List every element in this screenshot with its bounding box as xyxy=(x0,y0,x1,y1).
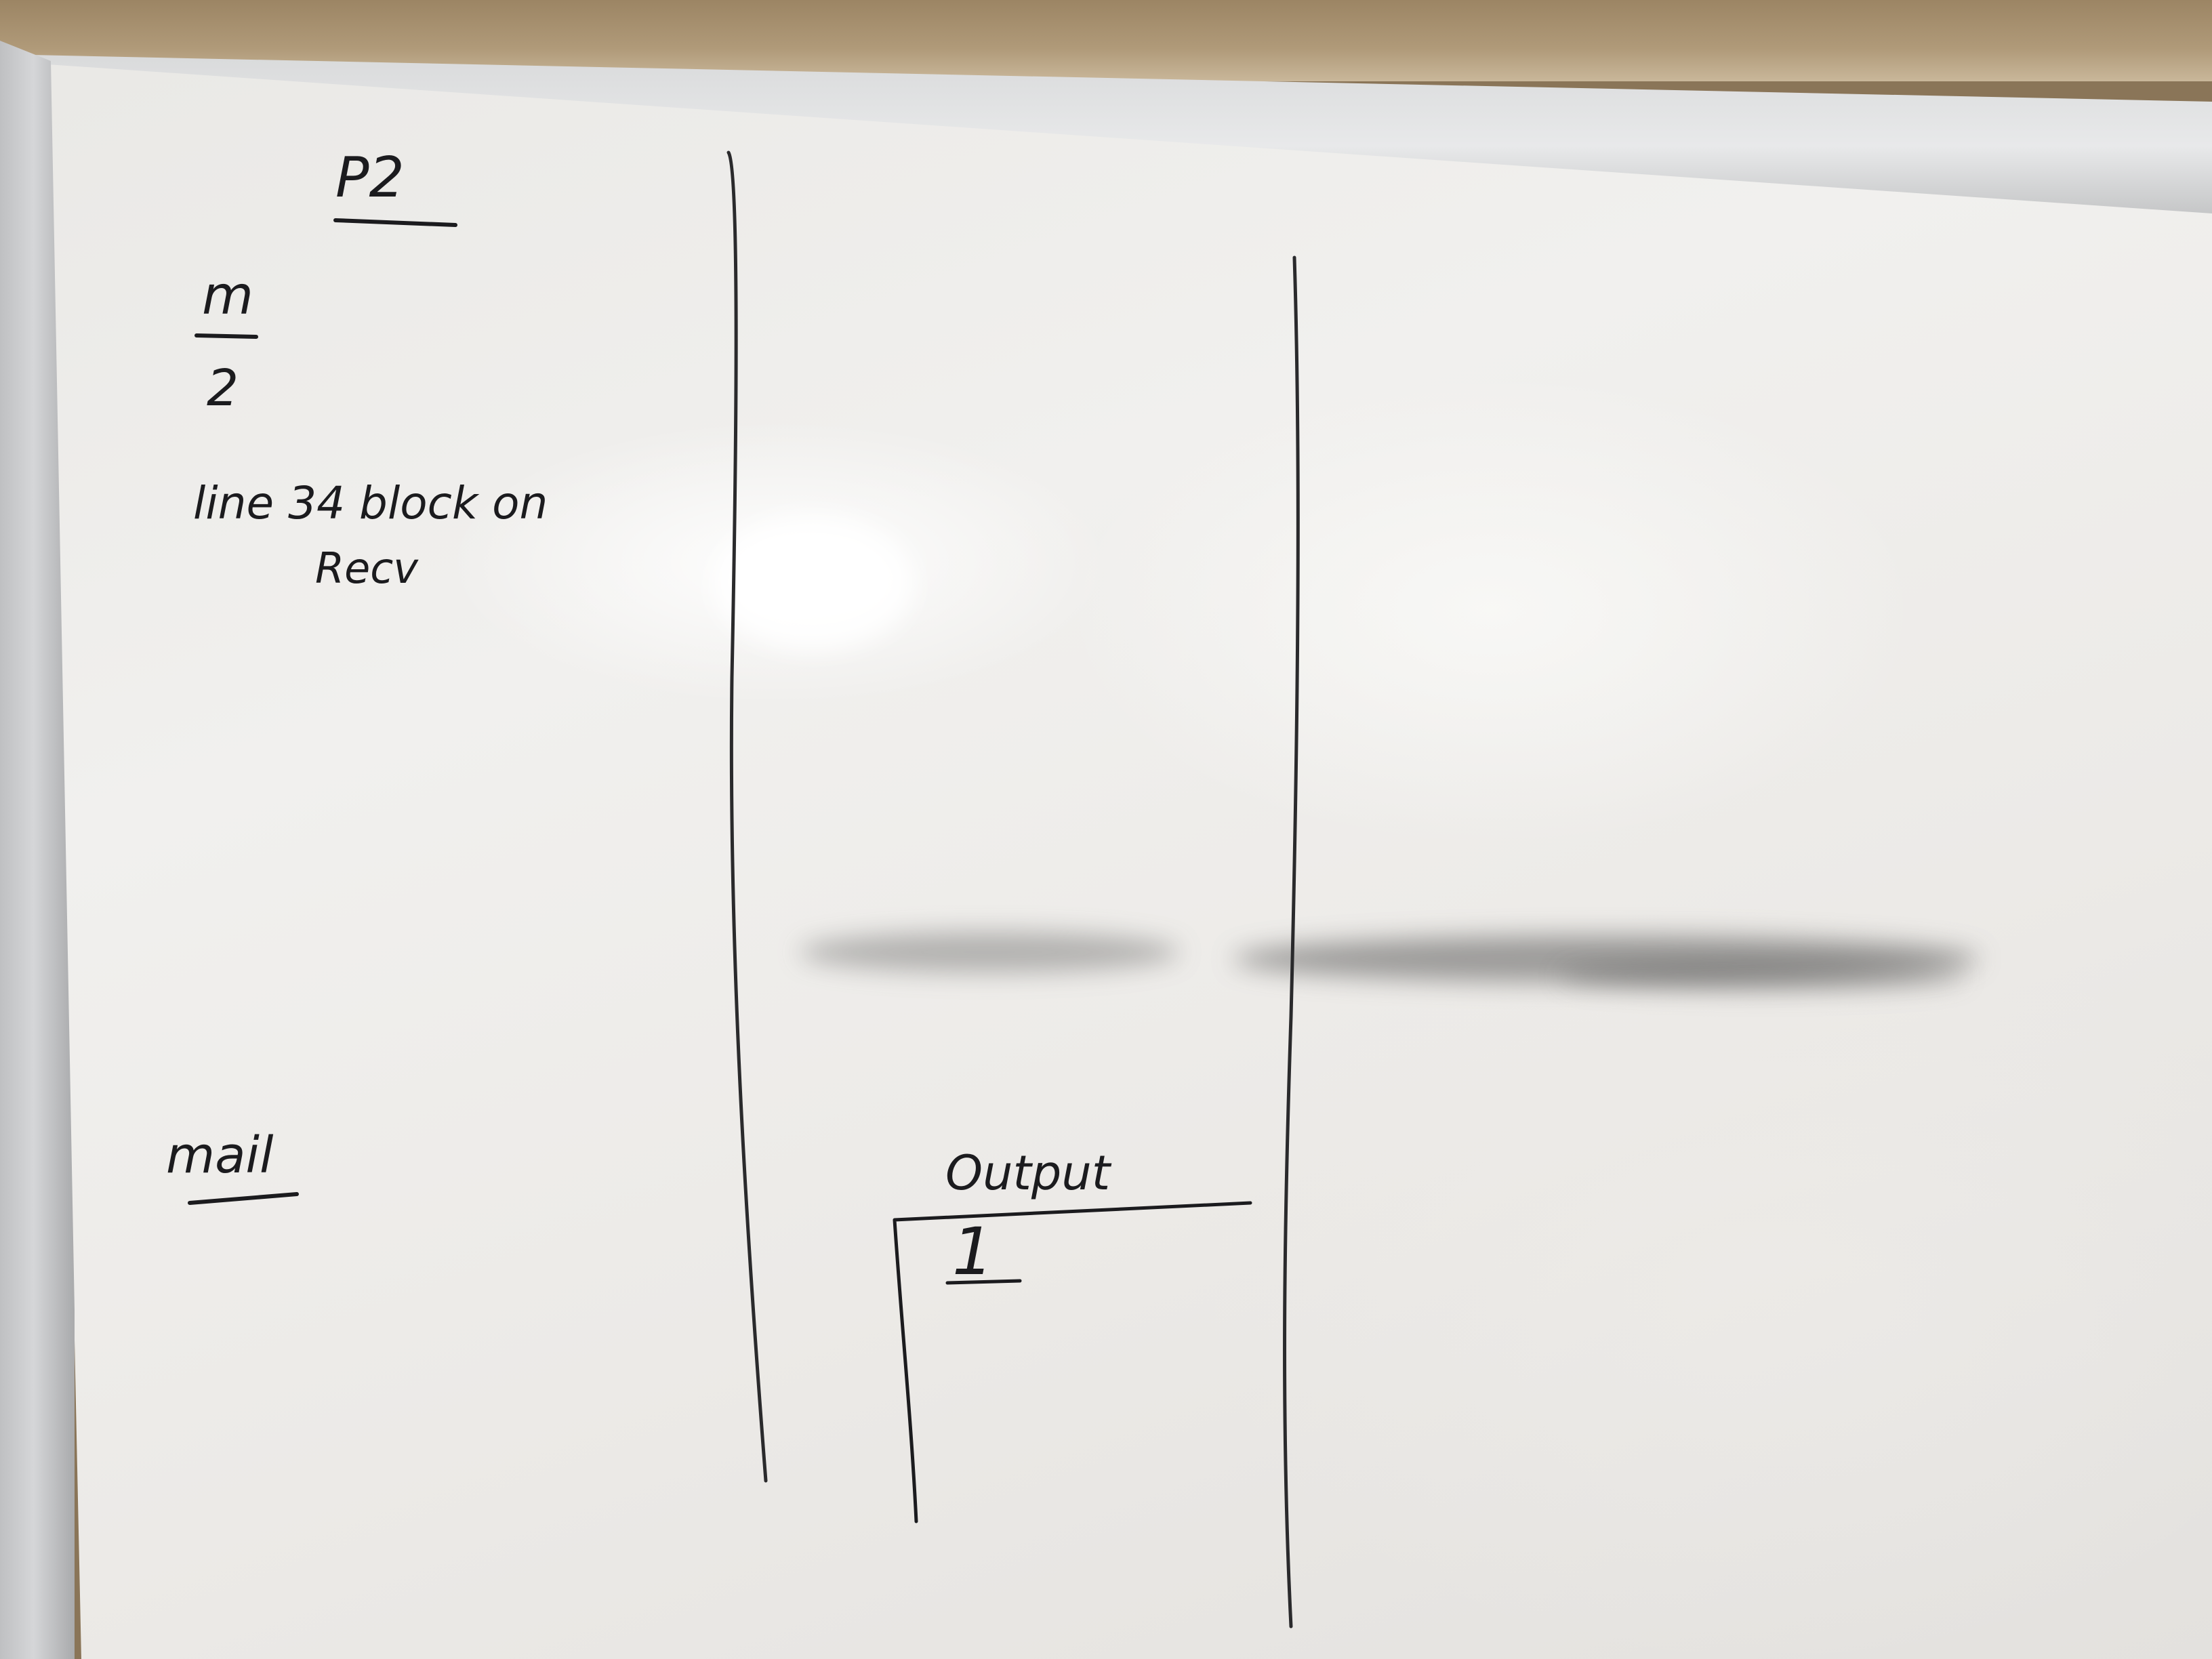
column-divider-left xyxy=(726,150,768,1483)
column-divider-right xyxy=(1283,255,1300,1629)
mail-underline xyxy=(188,1192,299,1205)
eraser-smudge xyxy=(800,932,1179,972)
output-value-underline xyxy=(945,1279,1022,1285)
output-box-outline xyxy=(893,1201,1252,1523)
output-label: Output xyxy=(945,1145,1112,1201)
mail-label: mail xyxy=(166,1126,274,1185)
fraction-denominator: 2 xyxy=(207,359,239,417)
fraction-bar xyxy=(194,333,258,339)
eraser-smudge xyxy=(1559,962,1965,989)
note-line-1: line 34 block on xyxy=(193,477,548,529)
output-value: 1 xyxy=(952,1214,994,1290)
eraser-smudge xyxy=(1233,935,1979,983)
fraction-numerator: m xyxy=(202,266,253,327)
glare xyxy=(712,515,915,651)
heading-underline xyxy=(333,218,457,227)
heading-p2: P2 xyxy=(335,146,405,210)
note-line-2: Recv xyxy=(315,544,419,593)
